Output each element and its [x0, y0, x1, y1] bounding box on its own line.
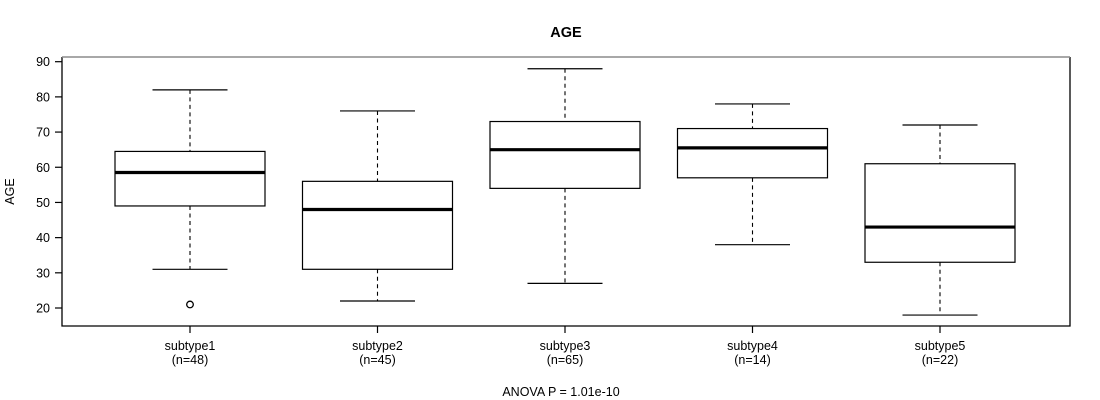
x-label-n-subtype1: (n=48) [172, 353, 208, 367]
y-tick-label: 60 [36, 161, 50, 175]
box-subtype1 [114, 150, 266, 207]
y-tick-label: 90 [36, 55, 50, 69]
x-label-subtype4: subtype4 [727, 339, 778, 353]
box-subtype5 [864, 163, 1016, 263]
x-label-n-subtype5: (n=22) [922, 353, 958, 367]
box-subtype2 [301, 180, 454, 270]
y-tick-label: 20 [36, 302, 50, 316]
plot-layer: 2030405060708090subtype1(n=48)subtype2(n… [36, 55, 1071, 367]
outlier-point-subtype1 [186, 300, 194, 309]
x-label-subtype3: subtype3 [540, 339, 591, 353]
box-subtype4 [676, 127, 829, 179]
x-label-subtype1: subtype1 [165, 339, 216, 353]
chart-title: AGE [550, 25, 582, 41]
y-tick-label: 50 [36, 196, 50, 210]
x-label-subtype2: subtype2 [352, 339, 403, 353]
x-label-n-subtype2: (n=45) [359, 353, 395, 367]
y-tick-label: 70 [36, 126, 50, 140]
y-axis-title: AGE [3, 178, 17, 204]
x-label-n-subtype4: (n=14) [734, 353, 770, 367]
y-tick-label: 40 [36, 231, 50, 245]
y-tick-label: 80 [36, 90, 50, 104]
plot-frame [61, 57, 1071, 327]
y-tick-label: 30 [36, 266, 50, 280]
anova-annotation: ANOVA P = 1.01e-10 [502, 385, 619, 399]
box-subtype3 [489, 120, 641, 189]
x-label-subtype5: subtype5 [915, 339, 966, 353]
x-label-n-subtype3: (n=65) [547, 353, 583, 367]
